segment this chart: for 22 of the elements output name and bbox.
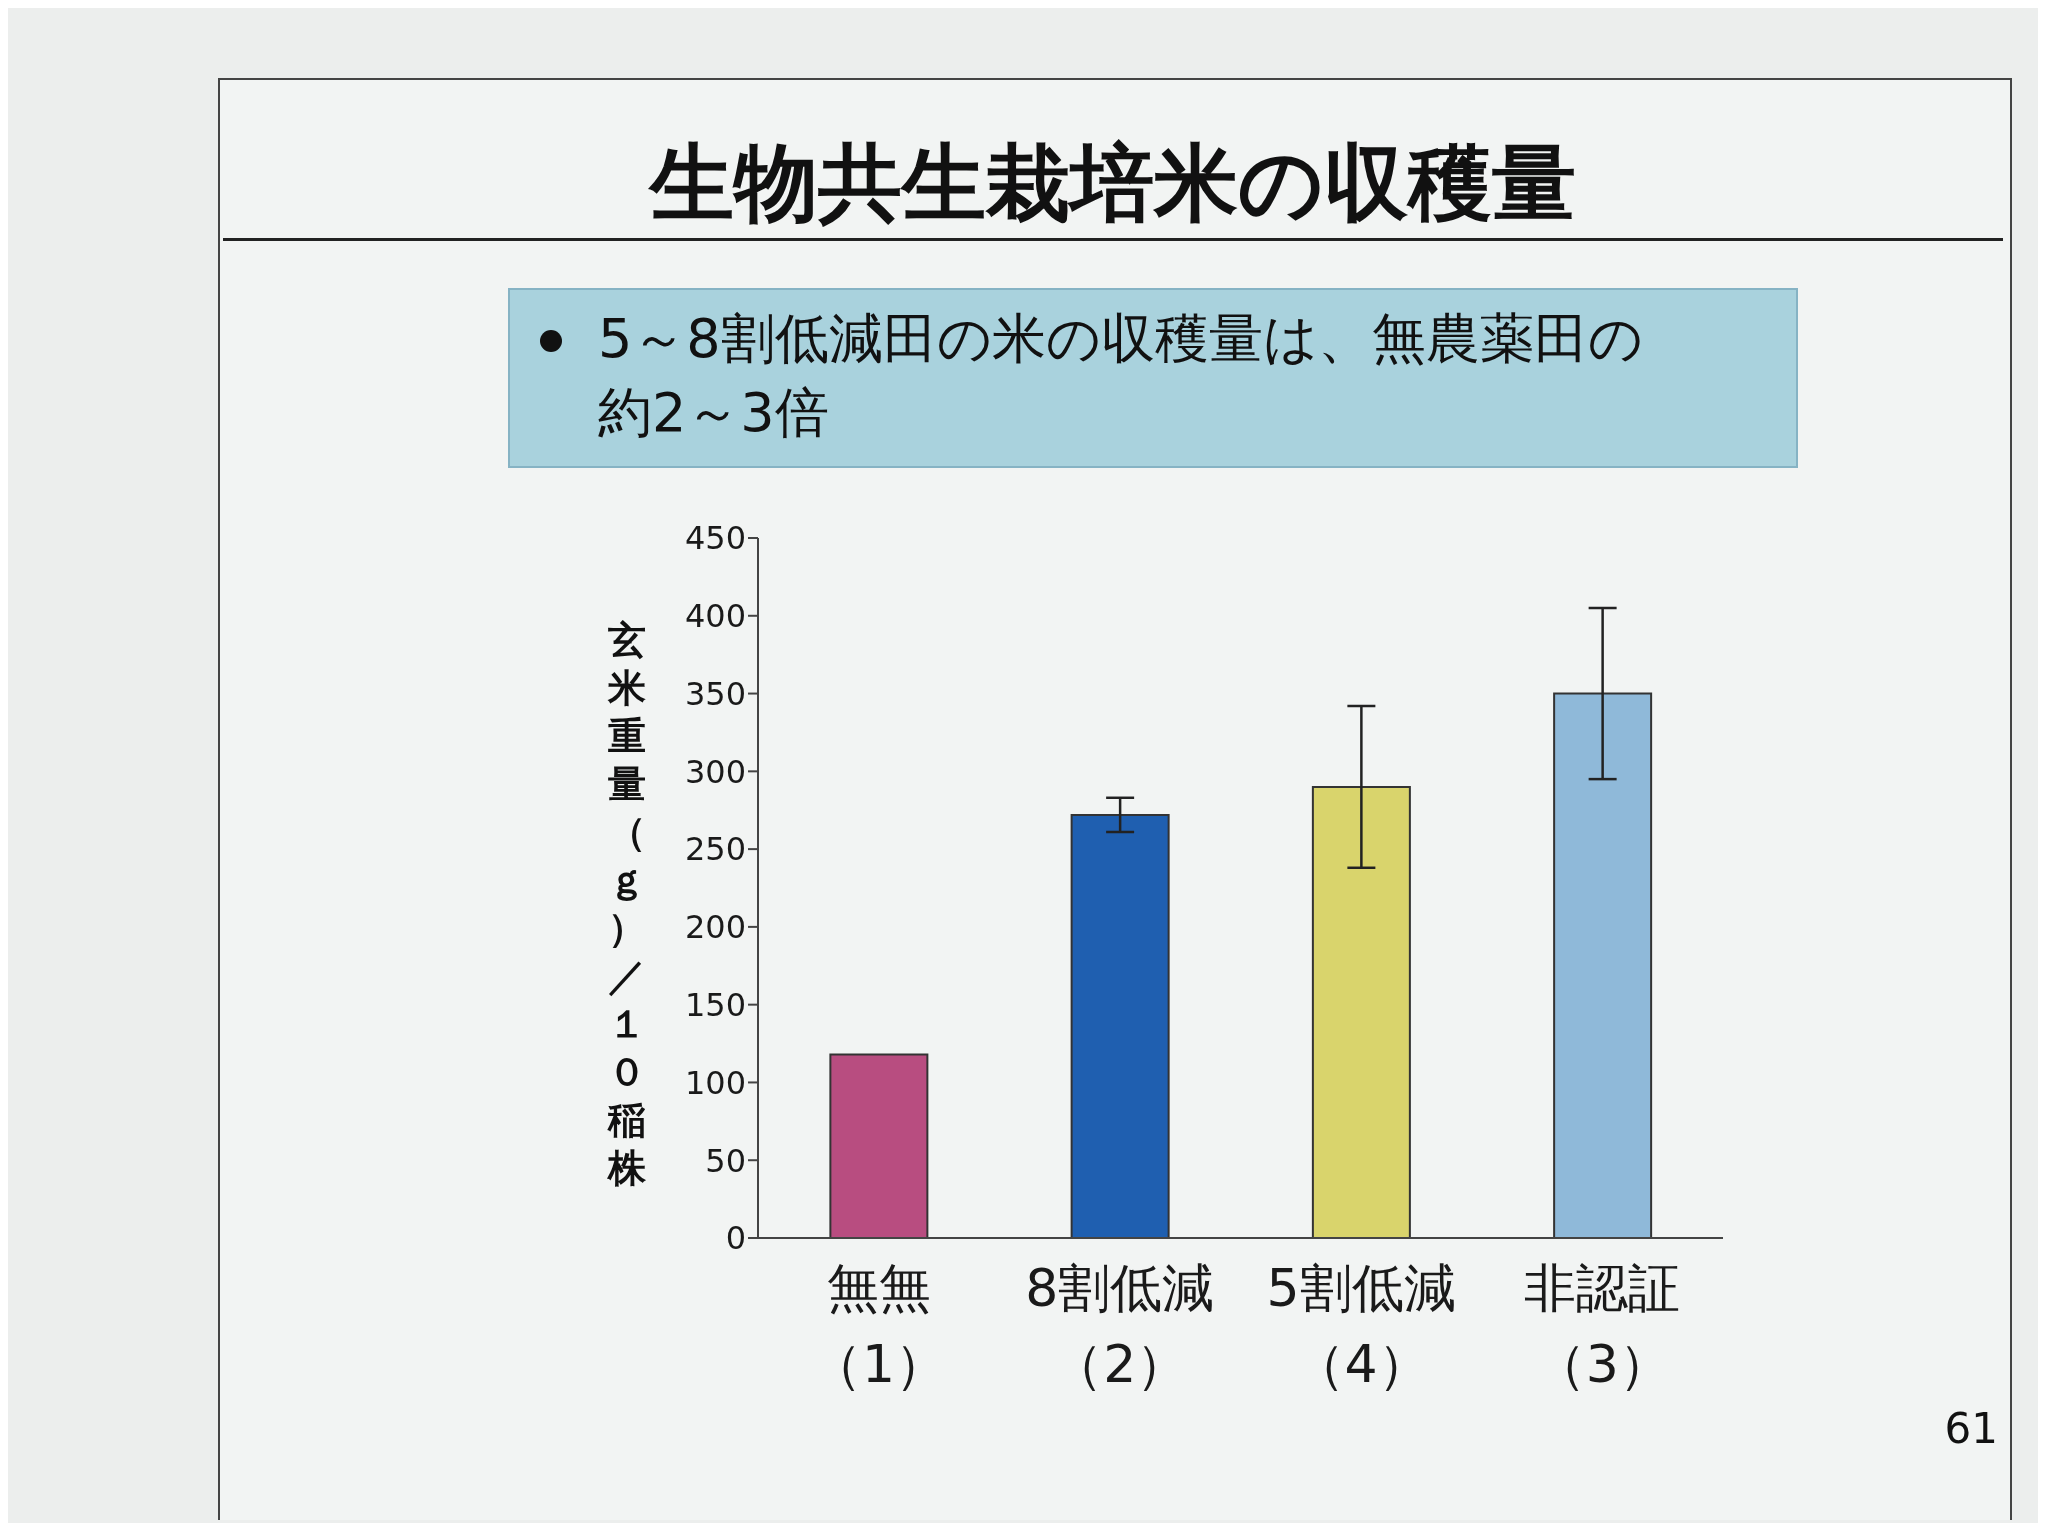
bar xyxy=(1553,692,1653,1238)
y-tick-label: 200 xyxy=(684,908,746,947)
y-tick-label: 250 xyxy=(684,830,746,869)
chart-subtitle: 5～8割低減田の米の収穫量は、無農薬田の約2～3倍 xyxy=(598,307,1643,444)
chart-title: 生物共生栽培米の収穫量 xyxy=(650,134,1576,232)
x-tick-label: 5割低減（4） xyxy=(1266,1258,1456,1394)
bar xyxy=(829,1053,929,1238)
y-tick-label: 350 xyxy=(684,674,746,713)
text: 玄米重量（ｇ）／１０稲株 xyxy=(608,618,646,1190)
bar xyxy=(1311,785,1411,1238)
y-tick-label: 150 xyxy=(684,986,746,1025)
x-tick-label: 8割低減（2） xyxy=(1025,1258,1215,1394)
y-tick-label: 450 xyxy=(684,519,746,558)
x-tick-label: 非認証（3） xyxy=(1524,1258,1681,1394)
y-tick-label: 300 xyxy=(684,752,746,791)
y-tick-label: 400 xyxy=(684,597,746,636)
y-tick-label: 0 xyxy=(725,1219,746,1258)
y-tick-label: 100 xyxy=(684,1063,746,1102)
bar xyxy=(1070,813,1170,1238)
text: 61 xyxy=(1944,1404,1998,1453)
y-tick-label: 50 xyxy=(705,1141,746,1180)
x-tick-label: 無無（1） xyxy=(810,1258,948,1394)
